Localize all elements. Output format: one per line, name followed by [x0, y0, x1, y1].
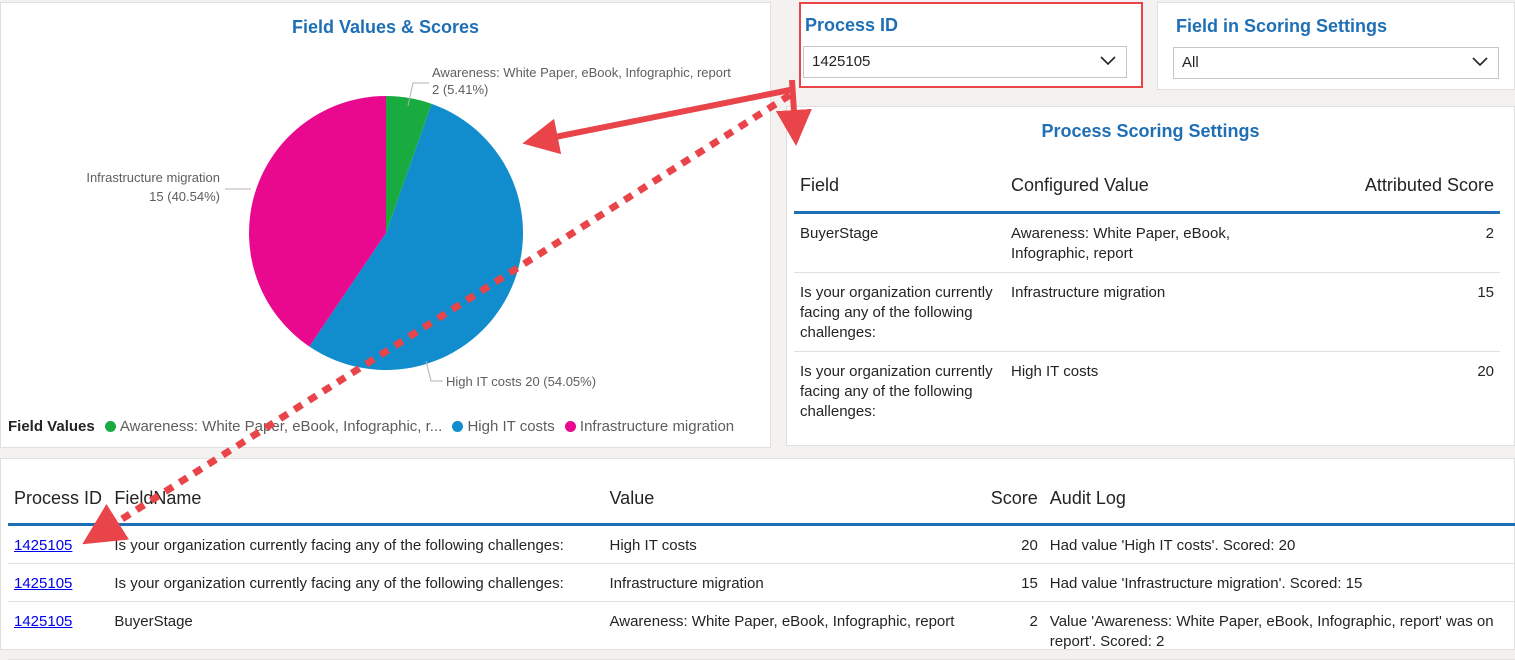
table-row: 1425105 BuyerStage Awareness: White Pape…	[8, 601, 1515, 660]
process-id-link[interactable]: 1425105	[14, 575, 73, 592]
data-label-awareness-name: Awareness: White Paper, eBook, Infograph…	[432, 65, 731, 80]
field-scoring-slicer: Field in Scoring Settings All	[1157, 2, 1515, 90]
table-row: 1425105 Is your organization currently f…	[8, 524, 1515, 564]
settings-field-cell: BuyerStage	[794, 212, 1005, 273]
settings-value-cell: Infrastructure migration	[1005, 272, 1305, 352]
value-cell: Infrastructure migration	[603, 563, 961, 602]
legend-dot-icon	[452, 421, 464, 432]
pie-chart-card: Field Values & Scores Awareness: White P…	[0, 2, 771, 448]
table-row: BuyerStage Awareness: White Paper, eBook…	[794, 212, 1500, 273]
chevron-down-icon	[1100, 56, 1116, 66]
process-id-link[interactable]: 1425105	[14, 537, 73, 554]
header-configured-value[interactable]: Configured Value	[1005, 159, 1305, 214]
process-id-slicer-title: Process ID	[805, 15, 899, 35]
process-id-dropdown[interactable]: 1425105	[803, 46, 1127, 78]
audit-log-cell: Had value 'Infrastructure migration'. Sc…	[1043, 563, 1515, 602]
field-name-cell: Is your organization currently facing an…	[108, 524, 604, 564]
settings-value-cell: Awareness: White Paper, eBook, Infograph…	[1005, 212, 1305, 273]
process-id-cell: 1425105	[8, 563, 109, 602]
legend-label: High IT costs	[467, 418, 555, 435]
score-cell: 2	[960, 601, 1044, 660]
settings-title: Process Scoring Settings	[1041, 121, 1260, 141]
table-row: Is your organization currently facing an…	[794, 272, 1500, 352]
data-label-infra-name: Infrastructure migration	[86, 170, 220, 185]
table-row: 1425105 Is your organization currently f…	[8, 563, 1515, 602]
value-cell: Awareness: White Paper, eBook, Infograph…	[603, 601, 961, 660]
pie-legend: Field Values Awareness: White Paper, eBo…	[8, 418, 740, 435]
audit-header-row: Process ID FieldName Value Score Audit L…	[8, 473, 1515, 526]
leader-line-high	[425, 360, 443, 382]
header-field[interactable]: Field	[794, 159, 1005, 214]
audit-log-cell: Had value 'High IT costs'. Scored: 20	[1043, 524, 1515, 564]
audit-table-card: Process ID FieldName Value Score Audit L…	[0, 458, 1515, 660]
settings-field-cell: Is your organization currently facing an…	[794, 272, 1005, 352]
process-id-cell: 1425105	[8, 524, 109, 564]
settings-value-cell: High IT costs	[1011, 363, 1099, 380]
legend-label: Infrastructure migration	[579, 418, 735, 435]
chevron-down-icon	[1472, 57, 1488, 67]
field-scoring-dropdown[interactable]: All	[1173, 47, 1499, 79]
legend-item-high-it[interactable]: High IT costs	[452, 418, 555, 435]
audit-table: Process ID FieldName Value Score Audit L…	[8, 473, 1515, 660]
field-name-cell: BuyerStage	[108, 601, 604, 660]
settings-header-row: Field Configured Value Attributed Score	[794, 159, 1500, 214]
field-name-cell: Is your organization currently facing an…	[108, 563, 604, 602]
header-audit-log[interactable]: Audit Log	[1043, 473, 1515, 526]
legend-dot-icon	[104, 421, 116, 432]
data-label-infra-value: 15 (40.54%)	[149, 189, 220, 204]
process-id-link[interactable]: 1425105	[14, 613, 73, 630]
value-cell: High IT costs	[603, 524, 961, 564]
process-scoring-settings-card: Process Scoring Settings Field Configure…	[786, 106, 1515, 446]
field-scoring-selected-value: All	[1182, 54, 1199, 71]
settings-score-cell: 20	[1477, 363, 1494, 380]
header-field-name[interactable]: FieldName	[108, 473, 604, 526]
settings-field-cell: Is your organization currently facing an…	[800, 363, 993, 420]
pie-chart[interactable]: Awareness: White Paper, eBook, Infograph…	[1, 3, 772, 449]
pie-chart-title: Field Values & Scores	[291, 17, 480, 37]
process-id-cell: 1425105	[8, 601, 109, 660]
score-cell: 15	[960, 563, 1044, 602]
legend-item-awareness[interactable]: Awareness: White Paper, eBook, Infograph…	[104, 418, 443, 435]
process-id-slicer: Process ID 1425105	[799, 2, 1143, 88]
settings-score-cell: 15	[1305, 272, 1500, 352]
legend-title: Field Values	[8, 418, 95, 435]
process-id-selected-value: 1425105	[812, 53, 871, 70]
header-attributed-score[interactable]: Attributed Score	[1305, 159, 1500, 214]
settings-score-cell: 2	[1305, 212, 1500, 273]
data-label-awareness-value: 2 (5.41%)	[432, 82, 488, 97]
header-process-id[interactable]: Process ID	[8, 473, 109, 526]
audit-log-cell: Value 'Awareness: White Paper, eBook, In…	[1043, 601, 1515, 660]
legend-label: Awareness: White Paper, eBook, Infograph…	[119, 418, 443, 435]
settings-table: Field Configured Value Attributed Score …	[794, 159, 1500, 430]
field-scoring-slicer-title: Field in Scoring Settings	[1176, 16, 1388, 36]
data-label-high: High IT costs 20 (54.05%)	[446, 374, 596, 389]
table-row: Is your organization currently facing an…	[794, 352, 1500, 431]
legend-item-infra[interactable]: Infrastructure migration	[564, 418, 735, 435]
legend-dot-icon	[564, 421, 576, 432]
header-value[interactable]: Value	[603, 473, 961, 526]
score-cell: 20	[960, 524, 1044, 564]
header-score[interactable]: Score	[960, 473, 1044, 526]
